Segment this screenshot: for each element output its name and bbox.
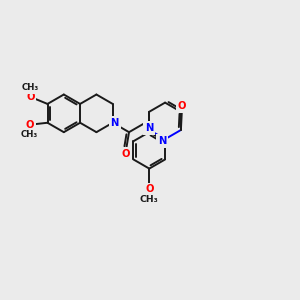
Text: O: O: [178, 101, 186, 111]
Text: CH₃: CH₃: [140, 195, 159, 204]
Text: O: O: [122, 149, 130, 159]
Text: O: O: [145, 184, 154, 194]
Text: N: N: [110, 118, 119, 128]
Text: N: N: [145, 123, 154, 133]
Text: N: N: [158, 136, 166, 146]
Text: CH₃: CH₃: [21, 130, 38, 139]
Text: CH₃: CH₃: [22, 83, 39, 92]
Text: O: O: [25, 120, 34, 130]
Text: O: O: [26, 92, 35, 102]
